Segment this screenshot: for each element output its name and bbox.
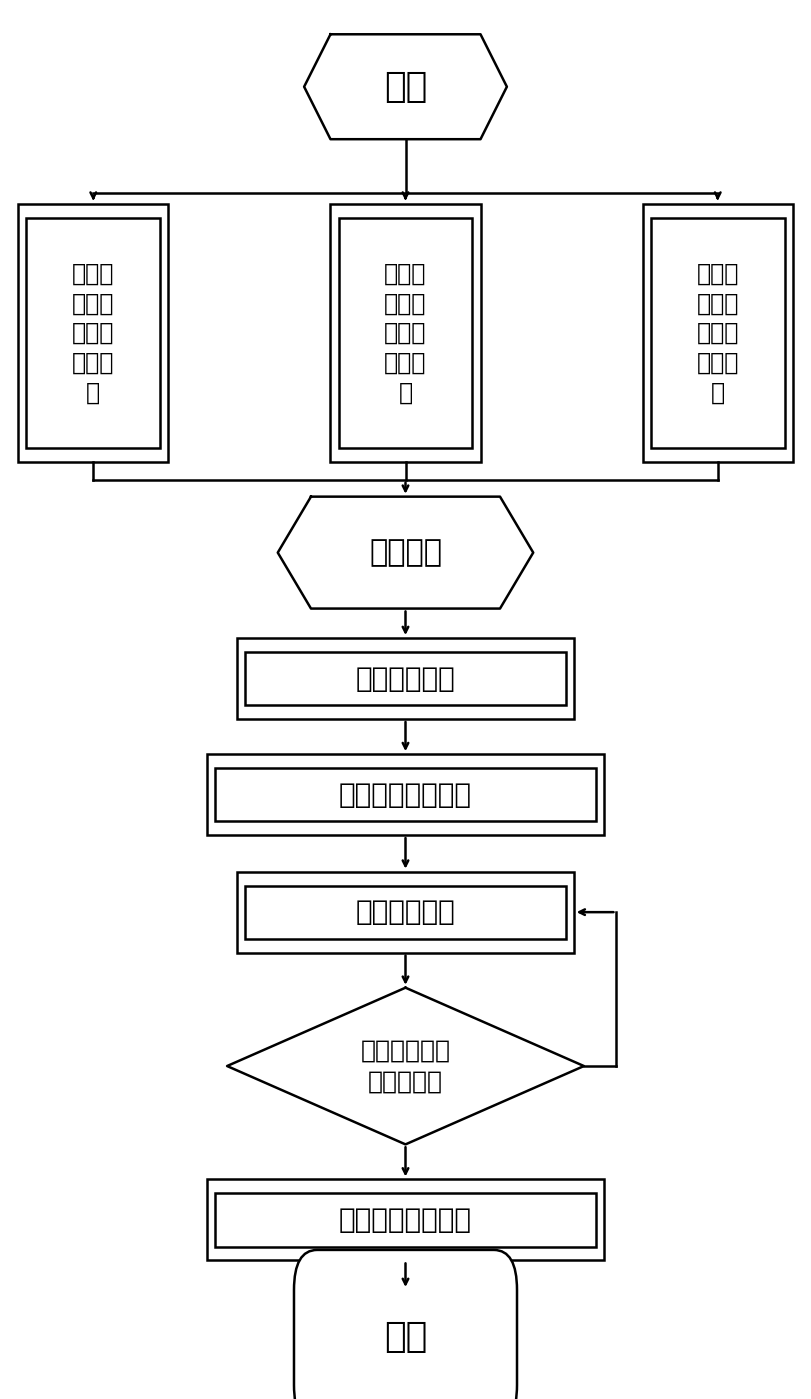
Bar [642, 203, 793, 462]
Bar [331, 203, 480, 462]
Text: 引气模块初步方案: 引气模块初步方案 [339, 781, 472, 809]
Text: 结构几
何限制
参数输
入与确
认: 结构几 何限制 参数输 入与确 认 [384, 262, 427, 404]
Polygon shape [304, 35, 507, 140]
Bar [245, 886, 566, 939]
Text: 引气模块设计输出: 引气模块设计输出 [339, 1206, 472, 1234]
Text: 正向设计: 正向设计 [369, 539, 442, 567]
Text: 结束: 结束 [384, 1321, 427, 1354]
Bar [215, 768, 596, 821]
Bar [237, 872, 574, 953]
FancyBboxPatch shape [294, 1249, 517, 1399]
Text: 引气量
等性能
要求输
入与确
认: 引气量 等性能 要求输 入与确 认 [697, 262, 739, 404]
Bar [215, 1193, 596, 1247]
Bar [339, 217, 472, 448]
Text: 性能满足要求
结构可实现: 性能满足要求 结构可实现 [361, 1038, 450, 1094]
Text: 引气进
口气动
参数输
入与确
认: 引气进 口气动 参数输 入与确 认 [72, 262, 114, 404]
Bar [207, 1179, 604, 1260]
Bar [27, 217, 161, 448]
Bar [245, 652, 566, 705]
Text: 简化二维设计: 简化二维设计 [356, 665, 455, 693]
Polygon shape [278, 497, 534, 609]
Polygon shape [227, 988, 584, 1144]
Bar [650, 217, 785, 448]
Text: 三维校核优化: 三维校核优化 [356, 898, 455, 926]
Text: 开始: 开始 [384, 70, 427, 104]
Bar [19, 203, 169, 462]
Bar [207, 754, 604, 835]
Bar [237, 638, 574, 719]
